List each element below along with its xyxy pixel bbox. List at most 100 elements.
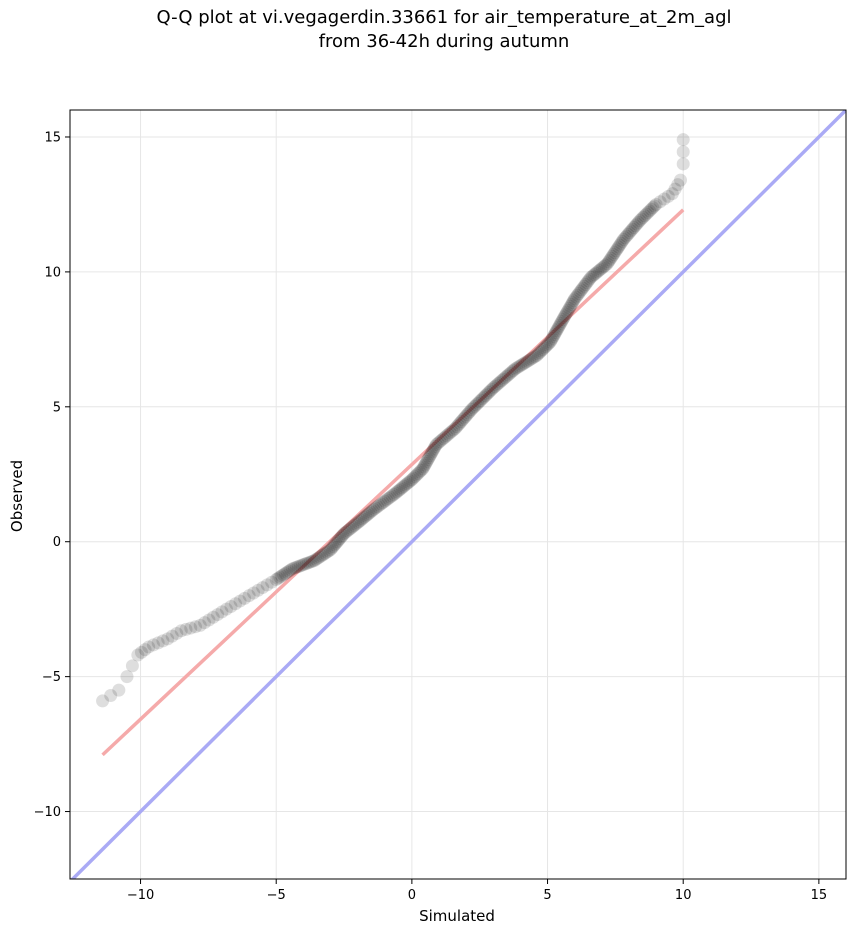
y-tick-label: −10 <box>34 805 61 820</box>
x-tick-label: 5 <box>543 888 551 903</box>
data-point <box>352 514 366 528</box>
data-point <box>490 378 504 392</box>
data-point <box>625 222 639 236</box>
chart-title-line1: Q-Q plot at vi.vegagerdin.33661 for air_… <box>156 7 732 28</box>
data-point <box>273 570 287 584</box>
data-point <box>365 504 379 518</box>
data-point <box>618 231 632 245</box>
data-point <box>510 361 524 375</box>
data-point <box>380 493 394 507</box>
data-point <box>291 559 305 573</box>
data-point <box>536 343 550 357</box>
data-point <box>347 519 361 533</box>
chart-title-line2: from 36-42h during autumn <box>318 31 570 52</box>
data-point <box>215 605 229 619</box>
data-point <box>425 445 439 459</box>
data-point <box>568 292 582 306</box>
data-point <box>426 443 440 457</box>
data-point <box>332 533 346 547</box>
data-point <box>590 265 604 279</box>
data-point <box>543 335 557 349</box>
y-tick-label: 0 <box>53 535 61 550</box>
data-point <box>362 506 376 520</box>
data-point <box>414 463 428 477</box>
data-point <box>501 368 515 382</box>
data-point <box>468 399 482 413</box>
data-point <box>265 575 279 589</box>
data-point <box>472 395 486 409</box>
data-point <box>125 659 139 673</box>
data-point <box>533 346 547 360</box>
data-point <box>496 372 510 386</box>
data-point <box>600 257 614 271</box>
data-point <box>676 133 690 147</box>
data-point <box>615 234 629 248</box>
data-point <box>337 527 351 541</box>
data-point <box>314 549 328 563</box>
data-point <box>630 217 644 231</box>
data-point <box>323 543 337 557</box>
data-point <box>318 546 332 560</box>
data-point <box>531 347 545 361</box>
data-point <box>646 201 660 215</box>
data-point <box>295 558 309 572</box>
data-point <box>260 578 274 592</box>
data-point <box>224 599 238 613</box>
data-point <box>506 363 520 377</box>
data-point <box>351 516 365 530</box>
data-point <box>668 182 682 196</box>
data-point <box>460 408 474 422</box>
data-point <box>594 262 608 276</box>
y-axis-label: Observed <box>8 460 26 532</box>
data-point <box>643 204 657 218</box>
tick-marks: −10 −5 0 5 10 15 −10 −5 0 5 10 15 <box>34 130 828 903</box>
data-point <box>624 224 638 238</box>
data-point <box>482 386 496 400</box>
data-point <box>402 475 416 489</box>
data-point <box>390 485 404 499</box>
data-point <box>560 305 574 319</box>
data-point <box>434 433 448 447</box>
data-point <box>287 561 301 575</box>
data-point <box>383 490 397 504</box>
data-point <box>592 264 606 278</box>
data-point <box>456 413 470 427</box>
data-point <box>334 530 348 544</box>
data-point <box>601 255 615 269</box>
data-point <box>251 583 265 597</box>
data-point <box>445 424 459 438</box>
data-point <box>483 384 497 398</box>
data-point <box>138 643 152 657</box>
data-point <box>328 538 342 552</box>
data-point <box>480 387 494 401</box>
data-point <box>562 301 576 315</box>
data-point <box>583 272 597 286</box>
data-point <box>322 544 336 558</box>
reference-lines <box>70 110 846 879</box>
data-point <box>360 508 374 522</box>
data-point <box>381 492 395 506</box>
data-point <box>342 523 356 537</box>
data-point <box>275 569 289 583</box>
data-point <box>526 351 540 365</box>
data-point <box>313 550 327 564</box>
data-point <box>498 371 512 385</box>
data-point <box>608 246 622 260</box>
data-point <box>374 497 388 511</box>
data-point <box>528 350 542 364</box>
data-point <box>580 276 594 290</box>
data-point <box>406 471 420 485</box>
x-tick-label: 15 <box>811 888 828 903</box>
data-point <box>469 398 483 412</box>
data-point <box>309 552 323 566</box>
data-point <box>653 195 667 209</box>
data-point <box>634 212 648 226</box>
data-point <box>146 638 160 652</box>
data-point <box>609 244 623 258</box>
data-point <box>459 409 473 423</box>
data-point <box>597 259 611 273</box>
data-point <box>614 236 628 250</box>
data-point <box>586 269 600 283</box>
data-point <box>581 274 595 288</box>
data-point <box>493 375 507 389</box>
